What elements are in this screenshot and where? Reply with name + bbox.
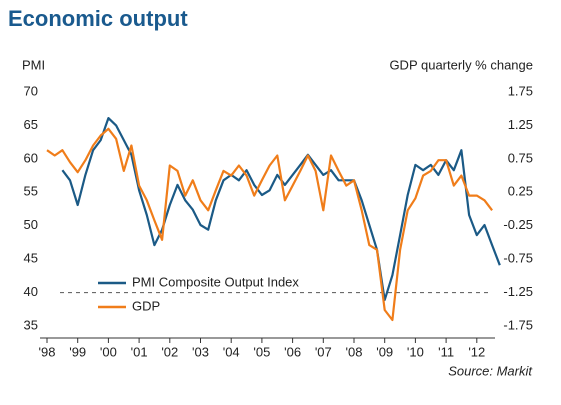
y-tick-label: 60 bbox=[24, 150, 38, 165]
x-tick-label: '01 bbox=[131, 344, 148, 359]
y2-axis-label: GDP quarterly % change bbox=[389, 57, 533, 72]
legend-label: PMI Composite Output Index bbox=[132, 274, 299, 289]
x-tick-label: '99 bbox=[69, 344, 86, 359]
y-tick-label: 50 bbox=[24, 217, 38, 232]
x-tick-label: '11 bbox=[438, 344, 454, 359]
y-tick-label: 70 bbox=[24, 83, 38, 98]
y-tick-label: 65 bbox=[24, 117, 38, 132]
y-tick-label: 40 bbox=[24, 284, 38, 299]
x-tick-label: '04 bbox=[223, 344, 240, 359]
x-tick-label: '12 bbox=[468, 344, 485, 359]
y-tick-label: 35 bbox=[24, 317, 38, 332]
y-tick-label: 55 bbox=[24, 184, 38, 199]
x-tick-label: '10 bbox=[407, 344, 424, 359]
x-tick-label: '00 bbox=[100, 344, 117, 359]
x-tick-label: '03 bbox=[192, 344, 209, 359]
y2-tick-label: -1.75 bbox=[503, 317, 533, 332]
source: Source: Markit bbox=[448, 363, 533, 378]
y2-tick-label: 1.25 bbox=[508, 117, 533, 132]
x-tick-label: '05 bbox=[253, 344, 270, 359]
x-tick-label: '06 bbox=[284, 344, 301, 359]
x-tick-label: '09 bbox=[376, 344, 393, 359]
y-axis-label: PMI bbox=[22, 57, 45, 72]
y2-tick-label: 0.75 bbox=[508, 150, 533, 165]
y2-tick-label: 0.25 bbox=[508, 184, 533, 199]
x-tick-label: '07 bbox=[315, 344, 332, 359]
y2-tick-label: -0.25 bbox=[503, 217, 533, 232]
x-tick-label: '08 bbox=[346, 344, 363, 359]
legend-label: GDP bbox=[132, 298, 160, 313]
chart-title: Economic output bbox=[8, 6, 188, 31]
y2-tick-label: 1.75 bbox=[508, 83, 533, 98]
series-line bbox=[46, 127, 493, 322]
y-tick-label: 45 bbox=[24, 251, 38, 266]
series-line bbox=[61, 117, 501, 301]
x-tick-label: '02 bbox=[161, 344, 178, 359]
y2-tick-label: -0.75 bbox=[503, 251, 533, 266]
x-tick-label: '98 bbox=[39, 344, 56, 359]
y2-tick-label: -1.25 bbox=[503, 284, 533, 299]
